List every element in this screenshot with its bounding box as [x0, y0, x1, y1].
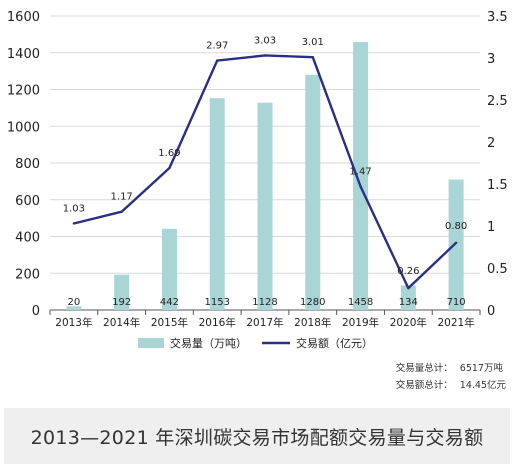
line-value-label: 1.47 — [349, 167, 371, 178]
y-left-tick-label: 600 — [15, 194, 40, 209]
bar-value-label: 1153 — [204, 297, 229, 308]
x-tick-label: 2015年 — [151, 316, 188, 329]
caption-bar: 2013—2021 年深圳碳交易市场配额交易量与交易额 — [4, 408, 510, 464]
line-point — [168, 166, 171, 170]
figure-caption: 2013—2021 年深圳碳交易市场配额交易量与交易额 — [30, 426, 484, 449]
total-amount-value: 14.45亿元 — [459, 380, 506, 391]
bar — [66, 306, 82, 310]
line-point — [359, 185, 362, 188]
line-point — [407, 286, 410, 290]
line-value-label: 0.80 — [445, 221, 467, 232]
x-tick-label: 2018年 — [294, 316, 331, 329]
x-tick-label: 2021年 — [437, 316, 474, 329]
x-tick-label: 2013年 — [55, 316, 92, 329]
y-left-tick-label: 200 — [15, 267, 40, 282]
total-volume-value: 6517万吨 — [459, 363, 503, 374]
line-point — [72, 222, 76, 225]
bar — [209, 98, 225, 310]
y-right-tick-label: 3.5 — [487, 10, 508, 25]
bar-value-label: 710 — [447, 297, 466, 308]
line-point — [454, 241, 458, 244]
combo-chart: 0 200 400 600 800 1000 1200 1400 1600 0 0.5 1 1.5 2 2.… — [7, 10, 508, 350]
line-point — [216, 59, 219, 62]
line-value-label: 2.97 — [206, 41, 228, 52]
total-amount-label: 交易额总计： — [395, 380, 453, 391]
total-volume-label: 交易量总计： — [395, 363, 453, 374]
x-tick-label: 2019年 — [342, 316, 379, 329]
total-volume-row: 交易量总计： 6517万吨 — [396, 360, 506, 377]
bar-value-label: 192 — [112, 297, 131, 308]
bar-value-label: 20 — [68, 297, 81, 308]
y-left-tick-label: 400 — [15, 231, 40, 246]
line-value-label: 3.03 — [254, 35, 276, 46]
x-tick-label: 2020年 — [390, 316, 427, 329]
x-tick-label: 2017年 — [246, 316, 283, 329]
line-value-label: 3.01 — [302, 37, 324, 48]
y-right-tick-label: 2.5 — [487, 94, 508, 109]
line-value-label: 1.69 — [158, 148, 180, 159]
y-right-tick-label: 0 — [487, 304, 495, 319]
y-left-tick-label: 1600 — [7, 10, 40, 25]
bar — [353, 42, 369, 310]
y-left-tick-label: 0 — [32, 304, 40, 319]
bar — [161, 228, 177, 310]
bar-value-label: 442 — [160, 297, 179, 308]
total-amount-row: 交易额总计： 14.45亿元 — [396, 377, 506, 394]
bar — [400, 285, 416, 310]
y-right-tick-label: 3 — [487, 52, 495, 67]
y-right-tick-label: 1 — [487, 220, 495, 235]
totals-box: 交易量总计： 6517万吨 交易额总计： 14.45亿元 — [396, 360, 506, 394]
legend-line-label: 交易额（亿元） — [296, 336, 373, 350]
line-point — [263, 54, 267, 57]
y-left-tick-label: 1400 — [7, 47, 40, 62]
bar-value-label: 1280 — [300, 297, 325, 308]
line-value-label: 1.17 — [111, 192, 133, 203]
legend-bar-label: 交易量（万吨） — [170, 336, 247, 350]
bar — [114, 274, 130, 310]
legend-bar-swatch — [138, 338, 164, 348]
bar — [305, 74, 321, 310]
y-right-tick-label: 0.5 — [487, 262, 508, 277]
y-right-tick-label: 1.5 — [487, 178, 508, 193]
y-left-tick-label: 1200 — [7, 84, 40, 99]
line-value-label: 0.26 — [397, 266, 419, 277]
bar — [448, 179, 464, 310]
bar-value-label: 1128 — [252, 297, 277, 308]
line-value-label: 1.03 — [63, 203, 85, 214]
bar-value-label: 1458 — [348, 297, 373, 308]
bar-value-label: 134 — [399, 297, 418, 308]
x-tick-label: 2014年 — [103, 316, 140, 329]
y-right-tick-label: 2 — [487, 136, 495, 151]
line-point — [311, 55, 314, 59]
y-left-tick-label: 1000 — [7, 120, 40, 135]
line-point — [120, 210, 123, 213]
x-tick-label: 2016年 — [199, 316, 236, 329]
bar — [257, 102, 273, 310]
y-left-tick-label: 800 — [15, 157, 40, 172]
